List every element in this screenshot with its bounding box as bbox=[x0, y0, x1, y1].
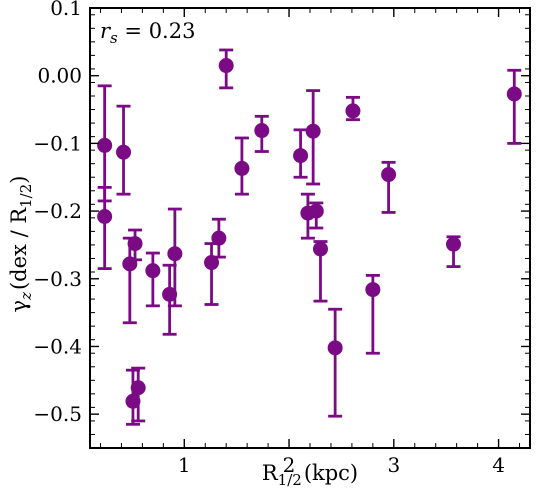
y-tick-label: −0.3 bbox=[33, 267, 82, 291]
data-marker bbox=[345, 103, 361, 119]
data-point bbox=[254, 114, 270, 153]
data-point bbox=[97, 185, 113, 271]
y-tick-label: −0.4 bbox=[33, 334, 82, 358]
data-marker bbox=[97, 208, 113, 224]
data-point bbox=[506, 68, 522, 145]
data-point bbox=[234, 136, 250, 196]
y-axis-label: γz(dex / R1/2) bbox=[7, 176, 35, 313]
y-tick-label: −0.2 bbox=[33, 199, 82, 223]
data-point bbox=[327, 307, 343, 418]
plot-frame bbox=[89, 7, 531, 449]
data-marker bbox=[365, 282, 381, 298]
data-point bbox=[211, 217, 227, 259]
data-point bbox=[218, 48, 234, 90]
y-tick-label: 0.1 bbox=[50, 0, 82, 20]
data-marks bbox=[97, 48, 522, 426]
data-point bbox=[130, 366, 146, 423]
data-point bbox=[293, 128, 309, 179]
data-marker bbox=[130, 380, 146, 396]
y-tick-label: 0.00 bbox=[37, 64, 82, 88]
data-point bbox=[312, 240, 328, 303]
data-marker bbox=[167, 246, 183, 262]
data-marker bbox=[125, 393, 141, 409]
data-marker bbox=[162, 286, 178, 302]
data-marker bbox=[446, 236, 462, 252]
data-marker bbox=[254, 123, 270, 139]
data-marker bbox=[293, 148, 309, 164]
data-point bbox=[345, 95, 361, 122]
data-point bbox=[145, 251, 161, 308]
data-marker bbox=[218, 58, 234, 74]
data-point bbox=[446, 235, 462, 268]
data-point bbox=[162, 263, 178, 336]
x-tick-label: 3 bbox=[387, 453, 400, 477]
x-tick-label: 2 bbox=[283, 453, 296, 477]
data-marker bbox=[327, 340, 343, 356]
x-axis-label: R1/2(kpc) bbox=[262, 461, 358, 489]
data-point bbox=[116, 104, 132, 196]
data-marker bbox=[127, 236, 143, 252]
data-marker bbox=[381, 167, 397, 183]
data-point bbox=[365, 273, 381, 355]
data-marker bbox=[506, 86, 522, 102]
y-tick-label: −0.1 bbox=[33, 131, 82, 155]
data-point bbox=[204, 242, 220, 306]
data-marker bbox=[211, 230, 227, 246]
x-tick-label: 1 bbox=[178, 453, 191, 477]
data-marker bbox=[308, 203, 324, 219]
data-marker bbox=[204, 255, 220, 271]
y-tick-label: −0.5 bbox=[33, 402, 82, 426]
correlation-annotation: rs = 0.23 bbox=[100, 19, 195, 47]
data-point bbox=[127, 228, 143, 262]
data-point bbox=[381, 160, 397, 214]
x-tick-label: 4 bbox=[492, 453, 505, 477]
data-marker bbox=[97, 137, 113, 153]
data-marker bbox=[305, 123, 321, 139]
data-point bbox=[97, 84, 113, 203]
data-point bbox=[305, 89, 321, 186]
data-point bbox=[308, 201, 324, 230]
data-point bbox=[167, 207, 183, 308]
data-marker bbox=[116, 144, 132, 160]
data-marker bbox=[145, 263, 161, 279]
data-marker bbox=[234, 160, 250, 176]
data-marker bbox=[312, 241, 328, 257]
